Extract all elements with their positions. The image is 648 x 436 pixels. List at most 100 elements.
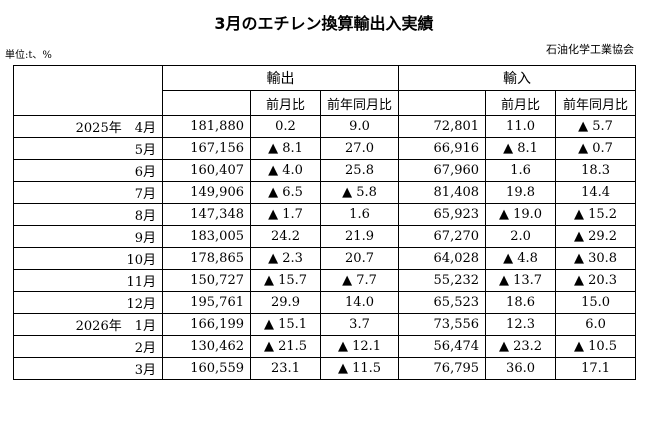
period-cell: 2月 (13, 335, 163, 358)
period-cell: 7月 (13, 181, 163, 204)
import-yoy-cell: ▲ 29.2 (555, 225, 637, 248)
table-row: 5月 167,156 ▲ 8.1 27.0 66,916 ▲ 8.1 ▲ 0.7 (13, 137, 637, 160)
export-mom-cell: 24.2 (250, 225, 321, 248)
export-mom-cell: 0.2 (250, 115, 321, 138)
table-row: 2026年 1月 166,199 ▲ 15.1 3.7 73,556 12.3 6.0 (13, 313, 637, 336)
export-mom-cell: ▲ 2.3 (250, 247, 321, 270)
table-row: 6月 160,407 ▲ 4.0 25.8 67,960 1.6 18.3 (13, 159, 637, 182)
import-yoy-cell: 15.0 (555, 291, 637, 314)
import-mom-header: 前月比 (485, 90, 557, 116)
import-mom-cell: ▲ 13.7 (485, 269, 557, 292)
table-row: 8月 147,348 ▲ 1.7 1.6 65,923 ▲ 19.0 ▲ 15.2 (13, 203, 637, 226)
import-value-cell: 81,408 (398, 181, 487, 204)
page-title: 3月のエチレン換算輸出入実績 (214, 14, 434, 33)
export-mom-header: 前月比 (250, 90, 321, 116)
table-row: 7月 149,906 ▲ 6.5 ▲ 5.8 81,408 19.8 14.4 (13, 181, 637, 204)
import-yoy-cell: ▲ 15.2 (555, 203, 637, 226)
export-yoy-cell: ▲ 5.8 (319, 181, 400, 204)
export-mom-cell: 29.9 (250, 291, 321, 314)
import-value-cell: 56,474 (398, 335, 487, 358)
import-yoy-header: 前年同月比 (555, 90, 637, 116)
export-value-cell: 130,462 (162, 335, 251, 358)
export-mom-cell: ▲ 21.5 (250, 335, 321, 358)
export-value-cell: 183,005 (162, 225, 251, 248)
import-mom-cell: 19.8 (485, 181, 557, 204)
import-yoy-cell: ▲ 0.7 (555, 137, 637, 160)
import-value-cell: 76,795 (398, 357, 487, 380)
import-yoy-cell: ▲ 5.7 (555, 115, 637, 138)
import-mom-cell: 36.0 (485, 357, 557, 380)
table-row: 10月 178,865 ▲ 2.3 20.7 64,028 ▲ 4.8 ▲ 30.8 (13, 247, 637, 270)
import-mom-cell: 12.3 (485, 313, 557, 336)
export-value-cell: 181,880 (162, 115, 251, 138)
export-yoy-cell: ▲ 11.5 (319, 357, 400, 380)
export-yoy-cell: 25.8 (319, 159, 400, 182)
export-yoy-cell: 9.0 (319, 115, 400, 138)
table-row: 11月 150,727 ▲ 15.7 ▲ 7.7 55,232 ▲ 13.7 ▲ 20.3 (13, 269, 637, 292)
export-yoy-cell: 14.0 (319, 291, 400, 314)
period-cell: 6月 (13, 159, 163, 182)
period-cell: 2025年 4月 (13, 115, 163, 138)
import-mom-cell: ▲ 23.2 (485, 335, 557, 358)
export-value-header (162, 90, 251, 116)
export-yoy-cell: ▲ 12.1 (319, 335, 400, 358)
export-value-cell: 195,761 (162, 291, 251, 314)
table-row: 3月 160,559 23.1 ▲ 11.5 76,795 36.0 17.1 (13, 357, 637, 380)
export-value-cell: 150,727 (162, 269, 251, 292)
import-yoy-cell: 14.4 (555, 181, 637, 204)
export-value-cell: 167,156 (162, 137, 251, 160)
period-cell: 10月 (13, 247, 163, 270)
export-value-cell: 178,865 (162, 247, 251, 270)
period-cell: 11月 (13, 269, 163, 292)
export-value-cell: 160,407 (162, 159, 251, 182)
export-mom-cell: ▲ 15.7 (250, 269, 321, 292)
export-yoy-cell: 20.7 (319, 247, 400, 270)
export-mom-cell: ▲ 15.1 (250, 313, 321, 336)
table-body: 2025年 4月 181,880 0.2 9.0 72,801 11.0 ▲ 5.7 5月 16… (13, 115, 637, 380)
period-header (13, 65, 163, 116)
export-header: 輸出 (161, 65, 400, 91)
export-mom-cell: ▲ 6.5 (250, 181, 321, 204)
export-value-cell: 147,348 (162, 203, 251, 226)
export-mom-cell: ▲ 8.1 (250, 137, 321, 160)
import-value-cell: 72,801 (398, 115, 487, 138)
table-row: 12月 195,761 29.9 14.0 65,523 18.6 15.0 (13, 291, 637, 314)
import-mom-cell: ▲ 4.8 (485, 247, 557, 270)
export-yoy-cell: 27.0 (319, 137, 400, 160)
export-yoy-cell: 21.9 (319, 225, 400, 248)
export-value-cell: 149,906 (162, 181, 251, 204)
table-row: 2025年 4月 181,880 0.2 9.0 72,801 11.0 ▲ 5.7 (13, 115, 637, 138)
import-mom-cell: 1.6 (485, 159, 557, 182)
import-value-cell: 66,916 (398, 137, 487, 160)
export-mom-cell: ▲ 4.0 (250, 159, 321, 182)
import-value-cell: 67,270 (398, 225, 487, 248)
period-cell: 3月 (13, 357, 163, 380)
export-mom-cell: 23.1 (250, 357, 321, 380)
period-cell: 12月 (13, 291, 163, 314)
export-yoy-cell: ▲ 7.7 (319, 269, 400, 292)
import-mom-cell: 2.0 (485, 225, 557, 248)
period-cell: 9月 (13, 225, 163, 248)
table-row: 9月 183,005 24.2 21.9 67,270 2.0 ▲ 29.2 (13, 225, 637, 248)
source-label: 石油化学工業協会 (546, 43, 634, 56)
import-mom-cell: 11.0 (485, 115, 557, 138)
trade-table: 輸出 輸入 前月比 前年同月比 前月比 前年同月比 2025年 4月 181,88… (13, 65, 637, 380)
import-value-cell: 55,232 (398, 269, 487, 292)
import-header: 輸入 (398, 65, 637, 91)
import-value-cell: 65,523 (398, 291, 487, 314)
period-cell: 5月 (13, 137, 163, 160)
unit-label: 単位:t、% (5, 50, 52, 61)
import-mom-cell: ▲ 19.0 (485, 203, 557, 226)
import-value-cell: 73,556 (398, 313, 487, 336)
import-yoy-cell: 18.3 (555, 159, 637, 182)
table-row: 2月 130,462 ▲ 21.5 ▲ 12.1 56,474 ▲ 23.2 ▲ 10.5 (13, 335, 637, 358)
header-row-groups: 輸出 輸入 (13, 65, 637, 116)
export-value-cell: 166,199 (162, 313, 251, 336)
period-cell: 8月 (13, 203, 163, 226)
import-value-header (398, 90, 487, 116)
import-yoy-cell: 17.1 (555, 357, 637, 380)
import-yoy-cell: ▲ 20.3 (555, 269, 637, 292)
export-value-cell: 160,559 (162, 357, 251, 380)
export-yoy-cell: 1.6 (319, 203, 400, 226)
import-yoy-cell: ▲ 10.5 (555, 335, 637, 358)
